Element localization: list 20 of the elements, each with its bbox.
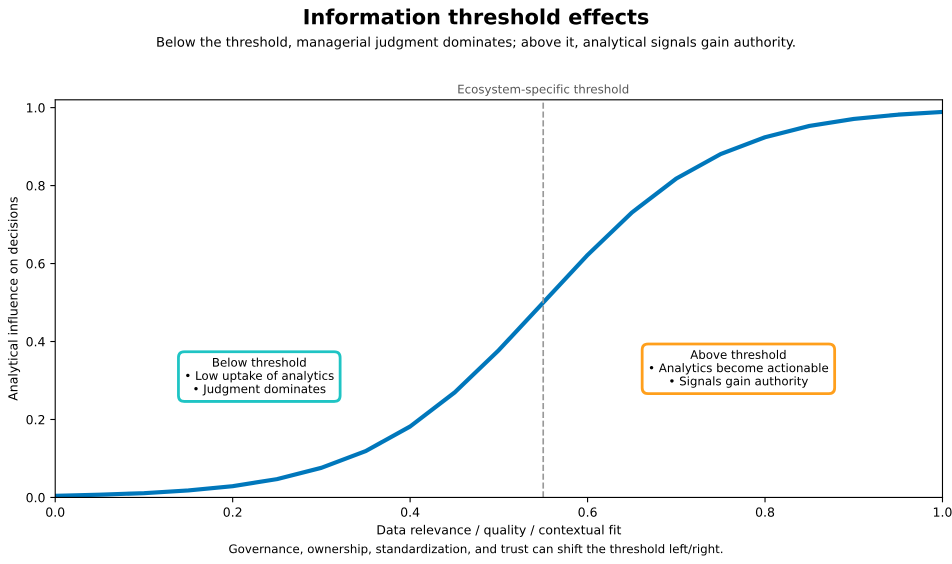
x-axis-title: Data relevance / quality / contextual fit	[378, 524, 622, 537]
x-tick-label: 0.8	[756, 507, 774, 517]
y-tick-label: 0.8	[26, 181, 45, 191]
y-tick-label: 0.0	[26, 492, 45, 502]
x-tick-label: 0.0	[46, 507, 64, 517]
annotation: Below threshold • Low uptake of analytics • Judgment dominates	[186, 358, 334, 396]
y-tick-label: 0.6	[26, 259, 45, 268]
x-tick-label: 1.0	[934, 507, 952, 517]
chart-subtitle: Below the threshold, managerial judgment dominates; above it, analytical signals gain authority.	[157, 36, 795, 50]
x-tick-label: 0.6	[578, 507, 597, 517]
annotation: Above threshold • Analytics become actionable • Signals gain authority	[650, 350, 828, 388]
x-tick-label: 0.2	[224, 507, 242, 517]
y-tick-label: 1.0	[26, 103, 45, 113]
y-axis-title: Analytical influence on decisions	[8, 197, 20, 401]
y-tick-label: 0.2	[26, 414, 44, 424]
ref-line-label: Ecosystem-specific threshold	[458, 84, 628, 96]
chart-title: Information threshold effects	[304, 8, 648, 25]
y-tick-label: 0.4	[26, 336, 45, 346]
text: Governance, ownership, standardization, and trust can shift the threshold left/right.	[229, 544, 722, 556]
x-tick-label: 0.4	[401, 507, 420, 517]
